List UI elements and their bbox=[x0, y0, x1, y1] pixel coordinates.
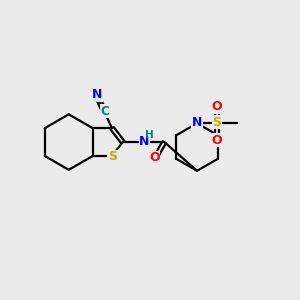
Text: H: H bbox=[145, 130, 154, 140]
Text: C: C bbox=[100, 105, 109, 118]
Text: N: N bbox=[92, 88, 102, 101]
Text: O: O bbox=[149, 151, 160, 164]
Text: N: N bbox=[140, 135, 150, 148]
Text: S: S bbox=[212, 116, 221, 129]
Text: N: N bbox=[192, 116, 202, 129]
Text: S: S bbox=[108, 150, 117, 164]
Text: O: O bbox=[212, 100, 222, 113]
Text: O: O bbox=[212, 134, 222, 147]
